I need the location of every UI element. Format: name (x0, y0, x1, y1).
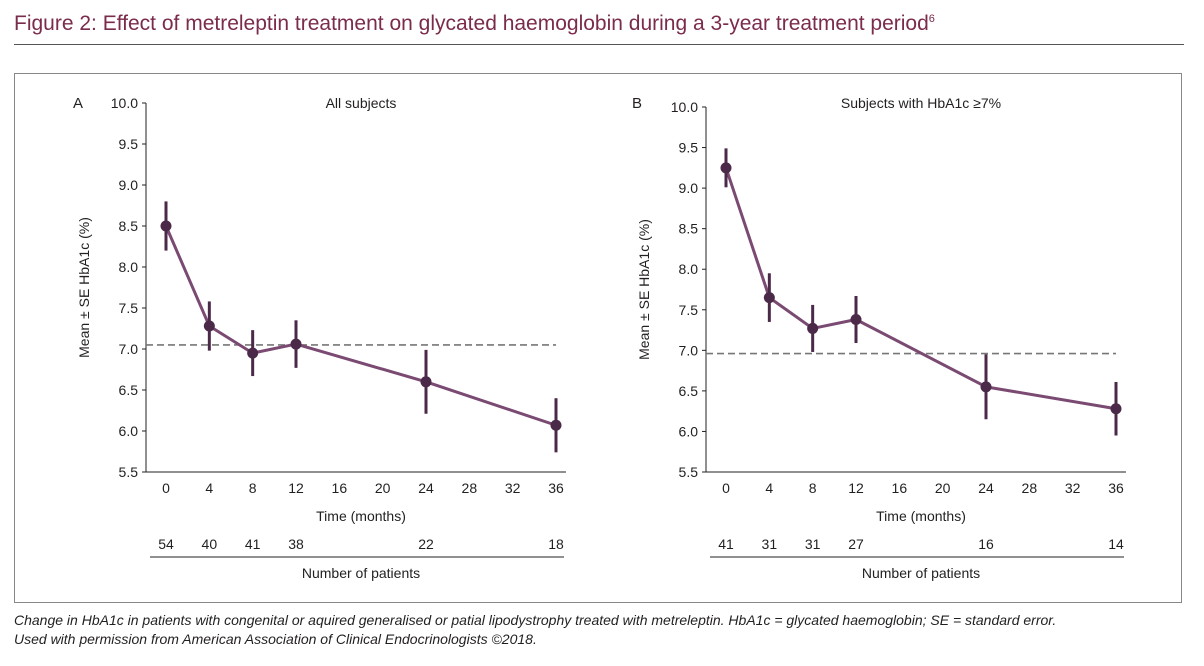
x-tick-label: 24 (418, 480, 434, 496)
patient-count: 38 (288, 536, 304, 552)
x-tick-label: 12 (848, 480, 864, 496)
x-tick-label: 16 (892, 480, 908, 496)
x-tick-label: 0 (162, 480, 170, 496)
y-tick-label: 6.0 (679, 423, 699, 439)
data-point (160, 220, 172, 232)
patient-count: 31 (805, 536, 821, 552)
series-line (164, 225, 557, 427)
y-tick-label: 9.5 (119, 136, 139, 152)
data-point (247, 347, 259, 359)
x-tick-label: 32 (1065, 480, 1081, 496)
series-line (724, 167, 1117, 411)
figure-title-reference: 6 (928, 13, 935, 25)
figure-title-text: Figure 2: Effect of metreleptin treatmen… (14, 12, 929, 35)
y-tick-label: 7.5 (119, 300, 139, 316)
panel-title: Subjects with HbA1c ≥7% (841, 95, 1001, 111)
patient-count: 22 (418, 536, 434, 552)
y-tick-label: 9.0 (679, 180, 699, 196)
y-axis-label: Mean ± SE HbA1c (%) (76, 217, 92, 358)
y-tick-label: 8.5 (119, 218, 139, 234)
x-tick-label: 4 (765, 480, 773, 496)
y-tick-label: 7.0 (679, 342, 699, 358)
x-tick-label: 8 (249, 480, 257, 496)
data-point (807, 322, 819, 334)
chart-panel-a: A All subjects 5.5 6.0 6.5 7.0 7.5 8.0 8.5 9.0 9.5… (73, 95, 566, 581)
x-tick-label: 20 (375, 480, 391, 496)
y-tick-label: 7.5 (679, 302, 699, 318)
x-tick-label: 36 (548, 480, 564, 496)
x-tick-label: 28 (1022, 480, 1038, 496)
y-tick-label: 8.0 (119, 259, 139, 275)
x-tick-label: 4 (205, 480, 213, 496)
data-point (290, 338, 302, 350)
data-point (980, 381, 992, 393)
patient-count: 18 (548, 536, 564, 552)
x-tick-label: 20 (935, 480, 951, 496)
data-point (720, 162, 732, 174)
data-point (203, 320, 215, 332)
caption-line-2: Used with permission from American Assoc… (14, 631, 537, 647)
patient-count: 27 (848, 536, 864, 552)
data-point (763, 292, 775, 304)
y-tick-label: 5.5 (679, 464, 699, 480)
patient-count: 31 (762, 536, 778, 552)
x-axis-label: Time (months) (876, 508, 966, 524)
x-tick-label: 0 (722, 480, 730, 496)
y-tick-label: 9.5 (679, 140, 699, 156)
y-tick-label: 10.0 (671, 99, 698, 115)
patient-count: 16 (978, 536, 994, 552)
y-tick-label: 8.5 (679, 221, 699, 237)
x-tick-label: 24 (978, 480, 994, 496)
y-tick-label: 6.5 (119, 382, 139, 398)
y-tick-label: 5.5 (119, 464, 139, 480)
figure-title: Figure 2: Effect of metreleptin treatmen… (14, 12, 935, 36)
patient-count: 41 (718, 536, 734, 552)
patients-label: Number of patients (302, 565, 420, 581)
figure-caption: Change in HbA1c in patients with congeni… (14, 611, 1194, 649)
x-tick-label: 12 (288, 480, 304, 496)
y-tick-label: 8.0 (679, 261, 699, 277)
x-axis-label: Time (months) (316, 508, 406, 524)
x-tick-label: 16 (332, 480, 348, 496)
chart-panel-b: B Subjects with HbA1c ≥7% 5.5 6.0 6.5 7.0 7.5 8… (632, 95, 1126, 581)
y-axis-label: Mean ± SE HbA1c (%) (636, 219, 652, 360)
y-tick-label: 6.5 (679, 383, 699, 399)
panel-label: B (632, 95, 642, 112)
title-rule (14, 44, 1184, 45)
data-point (550, 419, 562, 431)
x-tick-label: 32 (505, 480, 521, 496)
patient-count: 54 (158, 536, 174, 552)
patient-count: 14 (1108, 536, 1124, 552)
x-tick-label: 36 (1108, 480, 1124, 496)
x-tick-label: 8 (809, 480, 817, 496)
y-tick-label: 7.0 (119, 341, 139, 357)
caption-line-1: Change in HbA1c in patients with congeni… (14, 612, 1057, 628)
panel-label: A (73, 95, 83, 112)
y-tick-label: 10.0 (111, 95, 138, 111)
y-tick-label: 9.0 (119, 177, 139, 193)
data-point (420, 376, 432, 388)
patients-label: Number of patients (862, 565, 980, 581)
x-tick-label: 28 (462, 480, 478, 496)
patient-count: 40 (202, 536, 218, 552)
data-point (1110, 403, 1122, 415)
patient-count: 41 (245, 536, 261, 552)
data-point (850, 314, 862, 326)
panel-title: All subjects (326, 95, 397, 111)
figure-frame (14, 73, 1182, 603)
y-tick-label: 6.0 (119, 423, 139, 439)
